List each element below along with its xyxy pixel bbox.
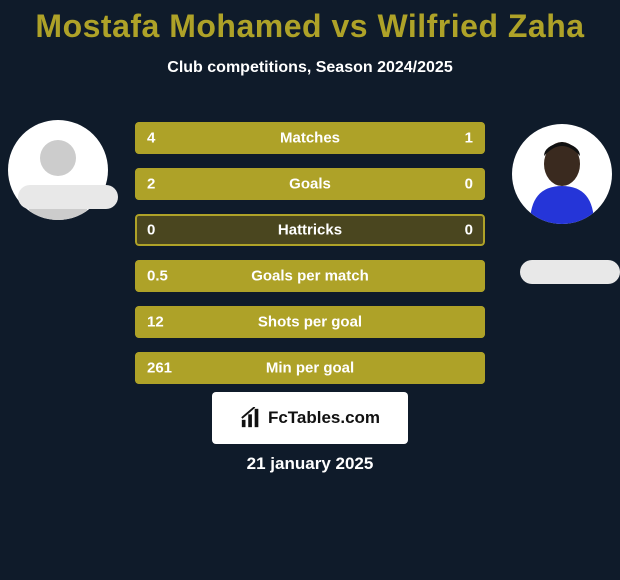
page-title: Mostafa Mohamed vs Wilfried Zaha [0,0,620,45]
stat-row: Goals2 0 [135,168,485,200]
bar-value-left: 0.5 [147,268,168,285]
bar-value-right: 1 [465,130,473,147]
stat-row: Goals per match0.5 [135,260,485,292]
bar-value-right: 0 [465,176,473,193]
bar-value-left: 0 [147,222,155,239]
stats-bars: Matches41Goals20Hattricks00Goals per mat… [135,122,485,398]
player-name-pill-right [520,260,620,284]
logo-text: FcTables.com [268,408,380,428]
fctables-logo: FcTables.com [212,392,408,444]
stat-row: Matches4 1 [135,122,485,154]
stat-row: Hattricks0 0 [135,214,485,246]
bar-value-left: 4 [147,130,155,147]
bar-label: Shots per goal [135,314,485,331]
stat-row: Shots per goal12 [135,306,485,338]
player-photo-right [522,134,602,224]
title-player1: Mostafa Mohamed [35,8,322,44]
bar-label: Matches [135,130,485,147]
chart-icon [240,407,262,429]
title-vs: vs [331,8,368,44]
bar-label: Hattricks [135,222,485,239]
subtitle: Club competitions, Season 2024/2025 [0,59,620,77]
bar-value-left: 261 [147,360,172,377]
avatar-left [8,120,108,220]
bar-value-left: 12 [147,314,164,331]
infographic: Mostafa Mohamed vs Wilfried Zaha Club co… [0,0,620,580]
bar-value-left: 2 [147,176,155,193]
stat-row: Min per goal261 [135,352,485,384]
avatar-right [512,124,612,224]
bar-label: Min per goal [135,360,485,377]
player-silhouette-icon [18,130,98,220]
bar-label: Goals [135,176,485,193]
footer-date: 21 january 2025 [0,454,620,474]
bar-value-right: 0 [465,222,473,239]
bar-label: Goals per match [135,268,485,285]
player-name-pill-left [18,185,118,209]
title-player2: Wilfried Zaha [377,8,584,44]
